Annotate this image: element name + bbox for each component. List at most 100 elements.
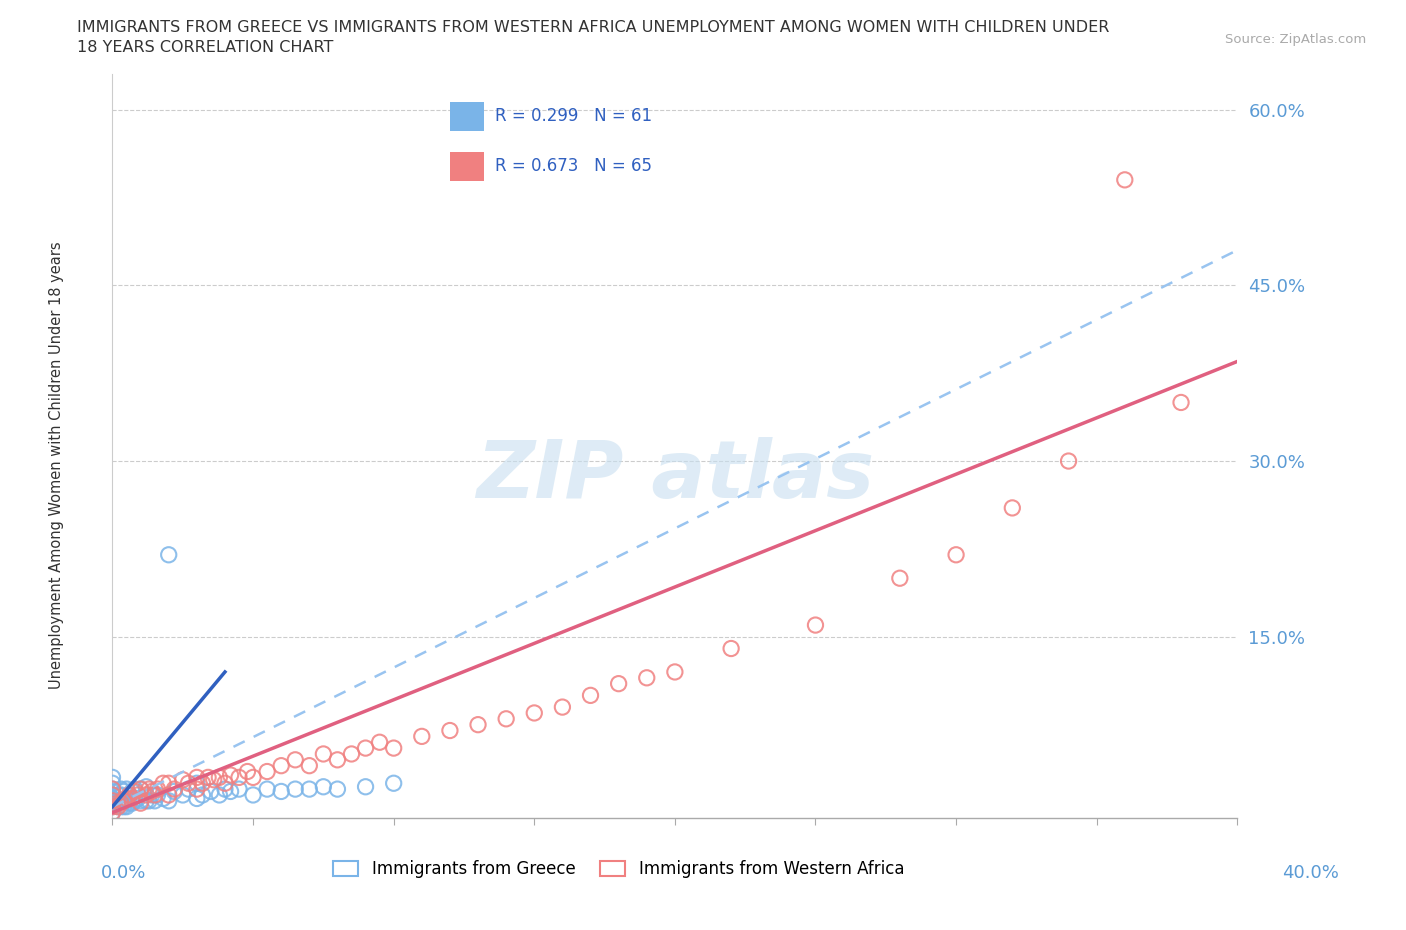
Point xyxy=(256,764,278,779)
Point xyxy=(186,770,208,785)
Text: ZIP atlas: ZIP atlas xyxy=(475,437,875,515)
Point xyxy=(720,641,742,656)
Point xyxy=(101,788,124,803)
Point xyxy=(467,717,489,732)
Point xyxy=(101,782,124,797)
Point xyxy=(664,665,686,680)
Point xyxy=(228,782,250,797)
Point xyxy=(1057,454,1080,469)
Point xyxy=(298,758,321,773)
Point xyxy=(270,784,292,799)
Point xyxy=(141,784,163,799)
Point xyxy=(157,548,180,563)
Point xyxy=(326,782,349,797)
Point xyxy=(191,776,214,790)
Point xyxy=(495,711,517,726)
Point xyxy=(411,729,433,744)
Point xyxy=(228,770,250,785)
Point xyxy=(110,793,132,808)
Point xyxy=(157,793,180,808)
Point xyxy=(152,776,174,790)
Point xyxy=(1001,500,1024,515)
Point xyxy=(112,799,135,814)
Point xyxy=(107,799,129,814)
Point xyxy=(112,784,135,799)
Point xyxy=(208,788,231,803)
Point xyxy=(945,548,967,563)
Point xyxy=(889,571,911,586)
Point xyxy=(146,788,169,803)
Point xyxy=(129,782,152,797)
Point xyxy=(112,793,135,808)
Point xyxy=(118,788,141,803)
Point xyxy=(152,791,174,806)
Text: 40.0%: 40.0% xyxy=(1282,864,1339,882)
Point xyxy=(129,782,152,797)
Point xyxy=(146,782,169,797)
Point xyxy=(101,793,124,808)
Point xyxy=(157,788,180,803)
Point xyxy=(101,784,124,799)
Point xyxy=(101,799,124,814)
Point xyxy=(636,671,658,685)
Text: Unemployment Among Women with Children Under 18 years: Unemployment Among Women with Children U… xyxy=(49,241,63,689)
Point xyxy=(118,796,141,811)
Point xyxy=(340,747,363,762)
Point xyxy=(115,793,138,808)
Point xyxy=(382,740,405,755)
Point xyxy=(197,770,219,785)
Point xyxy=(101,796,124,811)
Point xyxy=(138,793,160,808)
Point xyxy=(186,782,208,797)
Point xyxy=(157,776,180,790)
Text: IMMIGRANTS FROM GREECE VS IMMIGRANTS FROM WESTERN AFRICA UNEMPLOYMENT AMONG WOME: IMMIGRANTS FROM GREECE VS IMMIGRANTS FRO… xyxy=(77,20,1109,35)
Point xyxy=(368,735,391,750)
Point xyxy=(1114,172,1136,187)
Point xyxy=(115,799,138,814)
Point xyxy=(110,799,132,814)
Point xyxy=(354,740,377,755)
Point xyxy=(110,796,132,811)
Point xyxy=(163,784,186,799)
Point xyxy=(172,788,194,803)
Point xyxy=(312,779,335,794)
Point xyxy=(219,767,242,782)
Point xyxy=(138,782,160,797)
Point xyxy=(129,796,152,811)
Point xyxy=(101,805,124,820)
Point xyxy=(115,791,138,806)
Point xyxy=(127,788,149,803)
Point xyxy=(101,788,124,803)
Point xyxy=(112,793,135,808)
Point xyxy=(124,782,146,797)
Point xyxy=(214,782,236,797)
Point xyxy=(804,618,827,632)
Point xyxy=(101,782,124,797)
Text: 18 YEARS CORRELATION CHART: 18 YEARS CORRELATION CHART xyxy=(77,40,333,55)
Point xyxy=(177,782,200,797)
Legend: Immigrants from Greece, Immigrants from Western Africa: Immigrants from Greece, Immigrants from … xyxy=(326,853,911,884)
Point xyxy=(242,770,264,785)
Point xyxy=(101,791,124,806)
Point xyxy=(607,676,630,691)
Point xyxy=(354,779,377,794)
Point xyxy=(115,782,138,797)
Point xyxy=(121,784,143,799)
Point xyxy=(1170,395,1192,410)
Point xyxy=(284,782,307,797)
Point xyxy=(101,776,124,790)
Point xyxy=(129,793,152,808)
Point xyxy=(107,799,129,814)
Point xyxy=(236,764,259,779)
Point xyxy=(135,793,157,808)
Point xyxy=(242,788,264,803)
Point xyxy=(270,758,292,773)
Point xyxy=(110,782,132,797)
Text: 0.0%: 0.0% xyxy=(101,864,146,882)
Point xyxy=(121,796,143,811)
Point xyxy=(214,776,236,790)
Point xyxy=(202,772,225,787)
Point xyxy=(107,793,129,808)
Point xyxy=(312,747,335,762)
Point xyxy=(579,688,602,703)
